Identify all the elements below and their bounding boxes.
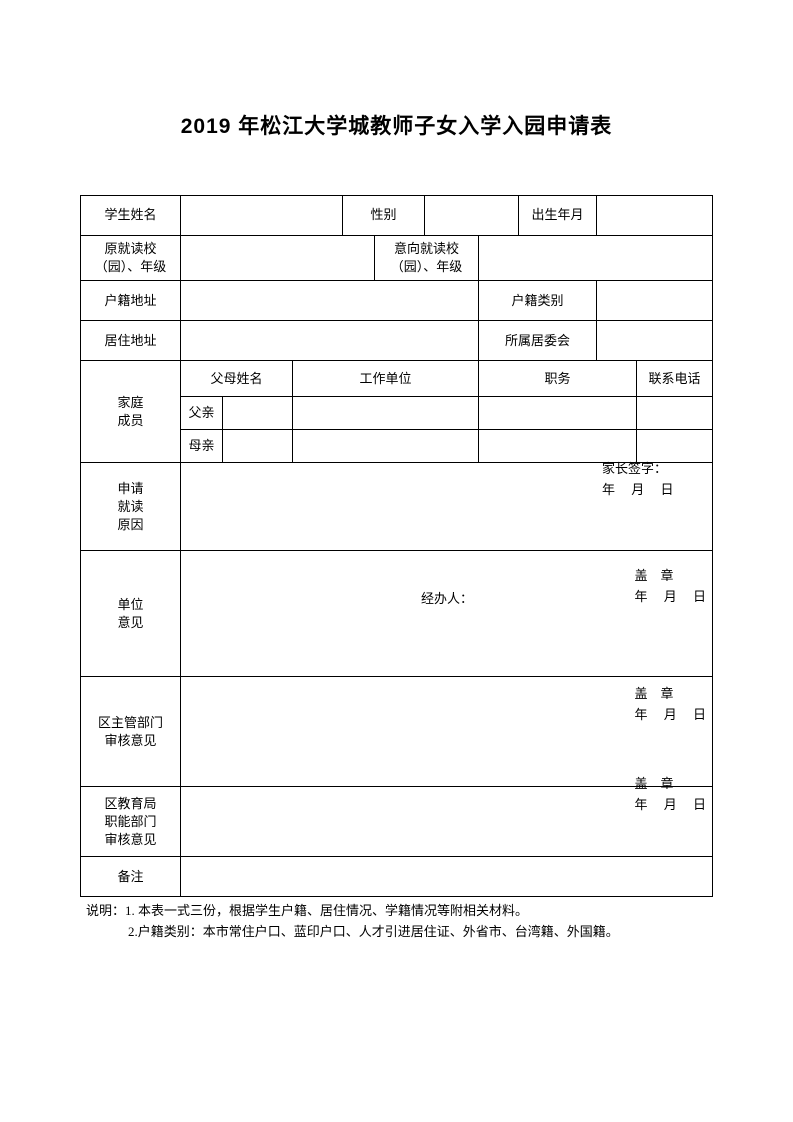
label-remark: 备注 (81, 857, 181, 897)
label-hukou-addr: 户籍地址 (81, 281, 181, 321)
label-student-name: 学生姓名 (81, 196, 181, 236)
label-gender: 性别 (343, 196, 425, 236)
field-mother-position[interactable] (479, 430, 637, 463)
label-unit-opinion: 单位意见 (81, 551, 181, 677)
field-edu-opinion[interactable]: 盖 章 年 月 日 (181, 787, 713, 857)
field-mother-unit[interactable] (293, 430, 479, 463)
field-remark[interactable] (181, 857, 713, 897)
note-line-1: 说明：1. 本表一式三份，根据学生户籍、居住情况、学籍情况等附相关材料。 (86, 901, 713, 922)
field-unit-opinion[interactable]: 经办人： 盖 章 年 月 日 (181, 551, 713, 677)
label-father: 父亲 (181, 397, 223, 430)
label-hukou-type: 户籍类别 (479, 281, 597, 321)
field-father-phone[interactable] (637, 397, 713, 430)
field-resid-addr[interactable] (181, 321, 479, 361)
field-hukou-addr[interactable] (181, 281, 479, 321)
label-birth: 出生年月 (519, 196, 597, 236)
field-committee[interactable] (597, 321, 713, 361)
label-district-opinion: 区主管部门审核意见 (81, 677, 181, 787)
handler-label: 经办人： (421, 590, 473, 608)
field-father-unit[interactable] (293, 397, 479, 430)
form-title: 2019 年松江大学城教师子女入学入园申请表 (80, 110, 713, 140)
label-orig-school: 原就读校（园）、年级 (81, 236, 181, 281)
label-apply-reason: 申请就读原因 (81, 463, 181, 551)
label-phone: 联系电话 (637, 361, 713, 397)
label-family: 家庭成员 (81, 361, 181, 463)
field-district-opinion[interactable]: 盖 章 年 月 日 (181, 677, 713, 787)
field-student-name[interactable] (181, 196, 343, 236)
label-resid-addr: 居住地址 (81, 321, 181, 361)
unit-seal-block: 盖 章 年 月 日 (635, 566, 707, 608)
label-mother: 母亲 (181, 430, 223, 463)
field-orig-school[interactable] (181, 236, 375, 281)
label-intent-school: 意向就读校（园）、年级 (375, 236, 479, 281)
edu-seal-block: 盖 章 年 月 日 (635, 774, 707, 816)
district-seal-block: 盖 章 年 月 日 (635, 684, 707, 726)
label-work-unit: 工作单位 (293, 361, 479, 397)
field-apply-reason[interactable]: 家长签字： 年 月 日 (181, 463, 713, 551)
field-father-name[interactable] (223, 397, 293, 430)
field-father-position[interactable] (479, 397, 637, 430)
application-table: 学生姓名 性别 出生年月 原就读校（园）、年级 意向就读校（园）、年级 户籍地址… (80, 195, 713, 897)
label-parent-name: 父母姓名 (181, 361, 293, 397)
parent-sign-block: 家长签字： 年 月 日 (602, 459, 706, 501)
label-position: 职务 (479, 361, 637, 397)
notes-block: 说明：1. 本表一式三份，根据学生户籍、居住情况、学籍情况等附相关材料。 2.户… (80, 901, 713, 943)
label-edu-opinion: 区教育局职能部门审核意见 (81, 787, 181, 857)
field-gender[interactable] (425, 196, 519, 236)
field-birth[interactable] (597, 196, 713, 236)
label-committee: 所属居委会 (479, 321, 597, 361)
field-hukou-type[interactable] (597, 281, 713, 321)
field-mother-name[interactable] (223, 430, 293, 463)
field-intent-school[interactable] (479, 236, 713, 281)
note-line-2: 2.户籍类别：本市常住户口、蓝印户口、人才引进居住证、外省市、台湾籍、外国籍。 (86, 922, 713, 943)
field-mother-phone[interactable] (637, 430, 713, 463)
